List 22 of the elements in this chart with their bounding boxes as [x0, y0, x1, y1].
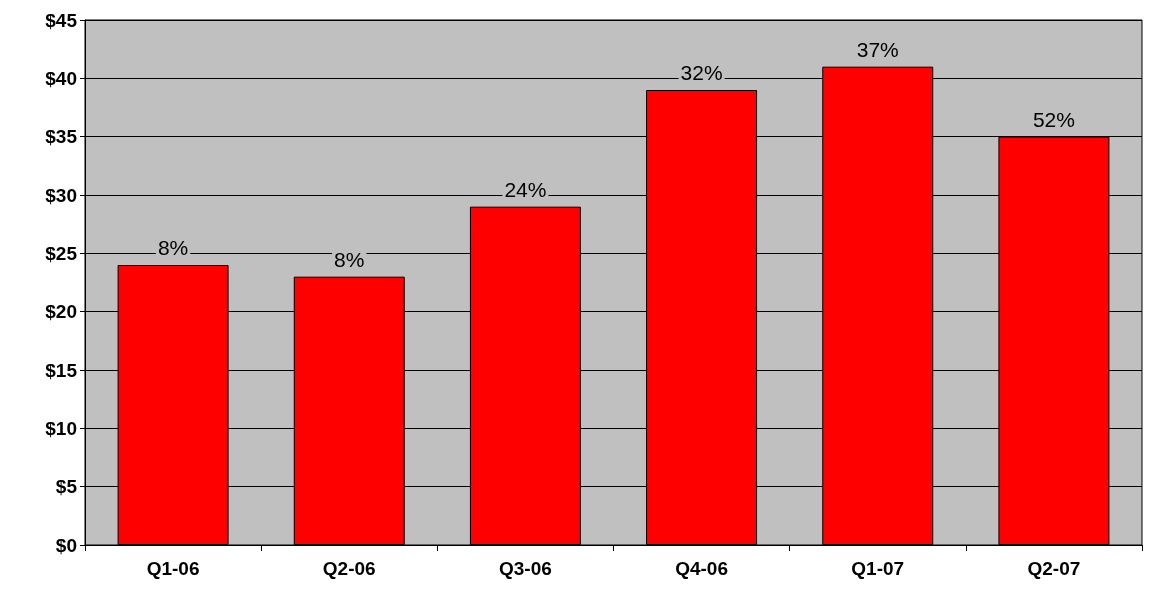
x-tick-label: Q4-06	[675, 558, 728, 579]
x-tick-label: Q2-06	[322, 558, 376, 579]
y-tick-label: $20	[45, 301, 77, 323]
y-tick-label: $5	[55, 476, 78, 498]
annotation: 24%	[504, 177, 547, 201]
annotation: 37%	[856, 37, 899, 61]
annotation: 52%	[1032, 107, 1075, 131]
y-tick-label: $25	[45, 242, 78, 264]
x-tick-label: Q1-06	[146, 558, 200, 579]
x-tick-label: Q2-07	[1027, 558, 1081, 579]
annotation: 8%	[157, 236, 189, 259]
y-tick-label: $15	[45, 359, 78, 381]
annotation: 8%	[334, 247, 365, 271]
y-tick-label: $30	[45, 184, 77, 206]
x-tick-label: Q3-06	[499, 558, 552, 579]
x-tick-label: Q1-07	[851, 558, 905, 579]
y-tick-label: $10	[45, 417, 77, 439]
annotation: 32%	[680, 61, 723, 84]
y-tick-label: $45	[45, 9, 78, 31]
y-tick-label: $35	[45, 126, 78, 148]
y-tick-label: $40	[45, 67, 77, 89]
y-tick-label: $0	[55, 534, 77, 556]
